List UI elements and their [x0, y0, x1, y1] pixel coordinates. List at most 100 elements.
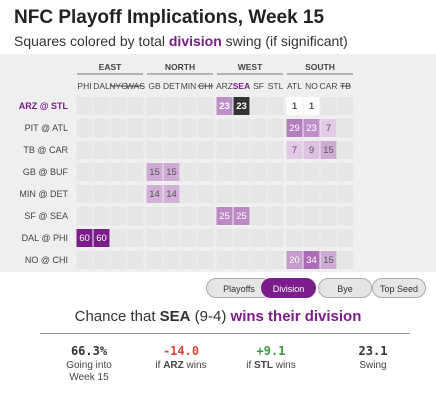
empty-cell: [180, 251, 197, 269]
empty-cell: [286, 185, 303, 203]
chance-headline: Chance that SEA (9-4) wins their divisio…: [0, 308, 436, 325]
empty-cell: [146, 229, 163, 247]
empty-cell: [110, 119, 127, 137]
empty-cell: [216, 141, 233, 159]
heat-cell-value: 1: [292, 101, 298, 112]
empty-cell: [180, 119, 197, 137]
empty-cell: [303, 229, 320, 247]
heat-cell-value: 23: [219, 101, 230, 112]
heat-cell-value: 25: [219, 211, 230, 222]
empty-cell: [250, 119, 267, 137]
heat-cell: [93, 229, 110, 247]
empty-cell: [320, 97, 337, 115]
heat-cell-value: 23: [236, 101, 247, 112]
empty-cell: [180, 163, 197, 181]
team-label: ATL: [287, 81, 302, 91]
empty-cell: [110, 141, 127, 159]
empty-cell: [286, 207, 303, 225]
heat-cell-value: 15: [149, 167, 160, 178]
heat-cell: [163, 163, 180, 181]
empty-cell: [320, 229, 337, 247]
heat-cell: [303, 97, 320, 115]
empty-cell: [320, 185, 337, 203]
empty-cell: [93, 141, 110, 159]
empty-cell: [267, 163, 284, 181]
empty-cell: [216, 229, 233, 247]
heat-cell: [303, 251, 320, 269]
empty-cell: [163, 229, 180, 247]
empty-cell: [233, 141, 250, 159]
empty-cell: [127, 141, 144, 159]
heat-cell: [76, 229, 93, 247]
empty-cell: [216, 251, 233, 269]
heat-cell-value: 25: [236, 211, 247, 222]
stat-if-arz-label-suffix: wins: [183, 360, 207, 371]
empty-cell: [303, 163, 320, 181]
division-header: SOUTH: [305, 62, 335, 72]
heat-cell-value: 20: [289, 255, 300, 266]
empty-cell: [127, 119, 144, 137]
empty-cell: [216, 119, 233, 137]
empty-cell: [76, 185, 93, 203]
heat-cell: [146, 163, 163, 181]
empty-cell: [250, 185, 267, 203]
empty-cell: [127, 97, 144, 115]
empty-cell: [127, 185, 144, 203]
heat-cell: [286, 97, 303, 115]
team-label: PHI: [77, 81, 91, 91]
empty-cell: [127, 229, 144, 247]
heat-cell: [146, 185, 163, 203]
empty-cell: [93, 207, 110, 225]
empty-cell: [197, 163, 214, 181]
team-label: DAL: [93, 81, 110, 91]
tab-top-seed[interactable]: Top Seed: [372, 278, 426, 298]
stat-going-into-label: Going into Week 15: [44, 360, 134, 384]
empty-cell: [146, 141, 163, 159]
heat-cell: [163, 185, 180, 203]
stat-swing-value: 23.1: [358, 344, 388, 358]
team-label: NO: [305, 81, 318, 91]
heat-cell: [286, 119, 303, 137]
empty-cell: [337, 229, 354, 247]
empty-cell: [110, 251, 127, 269]
empty-cell: [197, 207, 214, 225]
empty-cell: [250, 141, 267, 159]
empty-cell: [267, 119, 284, 137]
empty-cell: [216, 185, 233, 203]
tab-division[interactable]: Division: [261, 278, 316, 298]
heat-cell: [303, 119, 320, 137]
team-label: ARZ: [216, 81, 233, 91]
empty-cell: [180, 141, 197, 159]
empty-cell: [320, 207, 337, 225]
empty-cell: [250, 207, 267, 225]
subtitle-highlight: division: [168, 33, 222, 49]
heat-cell: [320, 119, 337, 137]
tab-playoffs[interactable]: Playoffs: [206, 278, 272, 298]
game-row-label: DAL @ PHI: [22, 233, 68, 243]
empty-cell: [180, 229, 197, 247]
page-subtitle: Squares colored by total division swing …: [14, 33, 348, 49]
empty-cell: [267, 229, 284, 247]
empty-cell: [337, 207, 354, 225]
heat-cell: [216, 207, 233, 225]
heat-cell-value: 1: [309, 101, 315, 112]
chance-prefix: Chance that: [74, 308, 160, 325]
empty-cell: [233, 251, 250, 269]
empty-cell: [76, 163, 93, 181]
tab-bye[interactable]: Bye: [318, 278, 372, 298]
empty-cell: [337, 97, 354, 115]
empty-cell: [163, 207, 180, 225]
empty-cell: [163, 251, 180, 269]
game-row-label: NO @ CHI: [25, 255, 68, 265]
empty-cell: [93, 185, 110, 203]
empty-cell: [163, 141, 180, 159]
heat-cell-value: 29: [289, 123, 300, 134]
empty-cell: [110, 163, 127, 181]
empty-cell: [197, 229, 214, 247]
division-header: NORTH: [165, 62, 195, 72]
empty-cell: [146, 207, 163, 225]
heat-cell-value: 15: [166, 167, 177, 178]
empty-cell: [93, 251, 110, 269]
heat-cell: [320, 141, 337, 159]
